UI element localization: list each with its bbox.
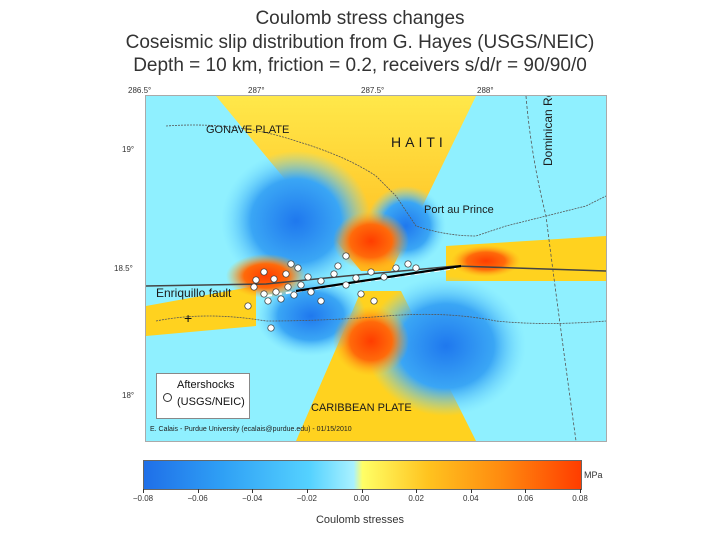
aftershock-point: [342, 281, 350, 289]
aftershock-point: [294, 264, 302, 272]
colorbar-tick-label: 0.00: [353, 494, 370, 503]
colorbar-tick-label: −0.02: [296, 494, 317, 503]
aftershock-point: [317, 277, 325, 285]
aftershock-point: [357, 290, 365, 298]
aftershock-point: [392, 264, 400, 272]
aftershock-legend-text: Aftershocks (USGS/NEIC): [177, 377, 245, 411]
south-coastline: [155, 313, 606, 324]
colorbar-tick-mark: [252, 489, 254, 493]
haiti-label: HAITI: [391, 134, 447, 150]
aftershock-point: [277, 295, 285, 303]
se-negative-lobe: [366, 276, 526, 416]
north-coastline: [165, 124, 606, 237]
stress-field-svg: [146, 96, 606, 441]
aftershock-point: [284, 283, 292, 291]
aftershock-point: [244, 302, 252, 310]
aftershock-point: [330, 270, 338, 278]
map-title: Coulomb stress changes: [255, 8, 465, 29]
aftershock-point: [342, 252, 350, 260]
aftershock-point: [260, 290, 268, 298]
epicenter-plus-marker: +: [184, 310, 193, 326]
colorbar-tick-label: 0.08: [572, 494, 588, 503]
aftershock-point: [304, 273, 312, 281]
colorbar-tick-mark: [197, 489, 199, 493]
aftershock-point: [282, 270, 290, 278]
map-subtitle-slip: Coseismic slip distribution from G. Haye…: [125, 32, 595, 53]
map-subtitle-params: Depth = 10 km, friction = 0.2, receivers…: [133, 55, 587, 76]
east-high-stress: [451, 245, 521, 277]
lat-tick-18: 18°: [122, 391, 135, 400]
legend-line-2: (USGS/NEIC): [177, 396, 245, 408]
south-high-stress: [333, 306, 409, 376]
lat-tick-19: 19°: [122, 145, 135, 154]
aftershock-point: [352, 274, 360, 282]
aftershock-point: [267, 324, 275, 332]
colorbar-tick-mark: [580, 489, 581, 493]
colorbar-tick-mark: [306, 489, 308, 493]
aftershock-point: [380, 273, 388, 281]
aftershock-point: [367, 268, 375, 276]
aftershock-point: [412, 264, 420, 272]
colorbar-tick-mark: [416, 489, 418, 493]
border-line: [525, 96, 577, 441]
aftershock-legend: Aftershocks (USGS/NEIC): [156, 373, 250, 419]
aftershock-point: [334, 262, 342, 270]
colorbar-tick-label: 0.02: [408, 494, 424, 503]
gonave-plate-label: GONAVE PLATE: [206, 124, 290, 136]
aftershock-point: [252, 276, 260, 284]
aftershocks-group: [244, 252, 420, 332]
aftershock-point: [370, 297, 378, 305]
colorbar-tick-label: −0.04: [242, 494, 263, 503]
aftershock-point: [317, 297, 325, 305]
aftershock-point: [290, 291, 298, 299]
lat-tick-18-5: 18.5°: [114, 264, 133, 273]
lon-tick-287-5: 287.5°: [361, 86, 385, 95]
credit-text: E. Calais - Purdue University (ecalais@p…: [150, 426, 352, 433]
colorbar-tick-label: −0.08: [132, 494, 154, 503]
aftershock-point: [264, 297, 272, 305]
rupture-segment: [295, 264, 462, 293]
colorbar-tick-mark: [361, 489, 363, 493]
stress-colorbar: [143, 460, 582, 490]
north-high-stress: [333, 211, 409, 271]
aftershock-point: [404, 260, 412, 268]
colorbar-tick-label: 0.06: [517, 494, 534, 503]
stress-map[interactable]: GONAVE PLATE HAITI Dominican Republic Po…: [145, 95, 607, 442]
aftershock-point: [287, 260, 295, 268]
dominican-republic-label: Dominican Republic: [541, 95, 555, 166]
aftershock-point: [297, 281, 305, 289]
aftershock-point: [307, 288, 315, 296]
colorbar-tick-mark: [525, 489, 527, 493]
colorbar-title: Coulomb stresses: [315, 514, 405, 526]
colorbar-tick-mark: [143, 489, 144, 493]
aftershock-dot-icon: [163, 393, 172, 402]
colorbar-unit: MPa: [584, 470, 603, 480]
lon-tick-287: 287°: [248, 86, 265, 95]
aftershock-point: [250, 283, 258, 291]
colorbar-tick-label: 0.04: [462, 494, 479, 503]
enriquillo-fault-label: Enriquillo fault: [156, 286, 232, 300]
aftershock-point: [272, 288, 280, 296]
enriquillo-fault-trace: [146, 265, 606, 287]
lon-tick-288: 288°: [477, 86, 494, 95]
lon-tick-286-5: 286.5°: [128, 86, 152, 95]
aftershock-point: [260, 268, 268, 276]
caribbean-plate-label: CARIBBEAN PLATE: [311, 402, 412, 414]
aftershock-point: [270, 275, 278, 283]
west-positive-band: [146, 286, 256, 336]
legend-line-1: Aftershocks: [177, 379, 235, 391]
port-au-prince-label: Port au Prince: [424, 204, 494, 216]
colorbar-tick-mark: [470, 489, 472, 493]
colorbar-tick-label: −0.06: [187, 494, 208, 503]
